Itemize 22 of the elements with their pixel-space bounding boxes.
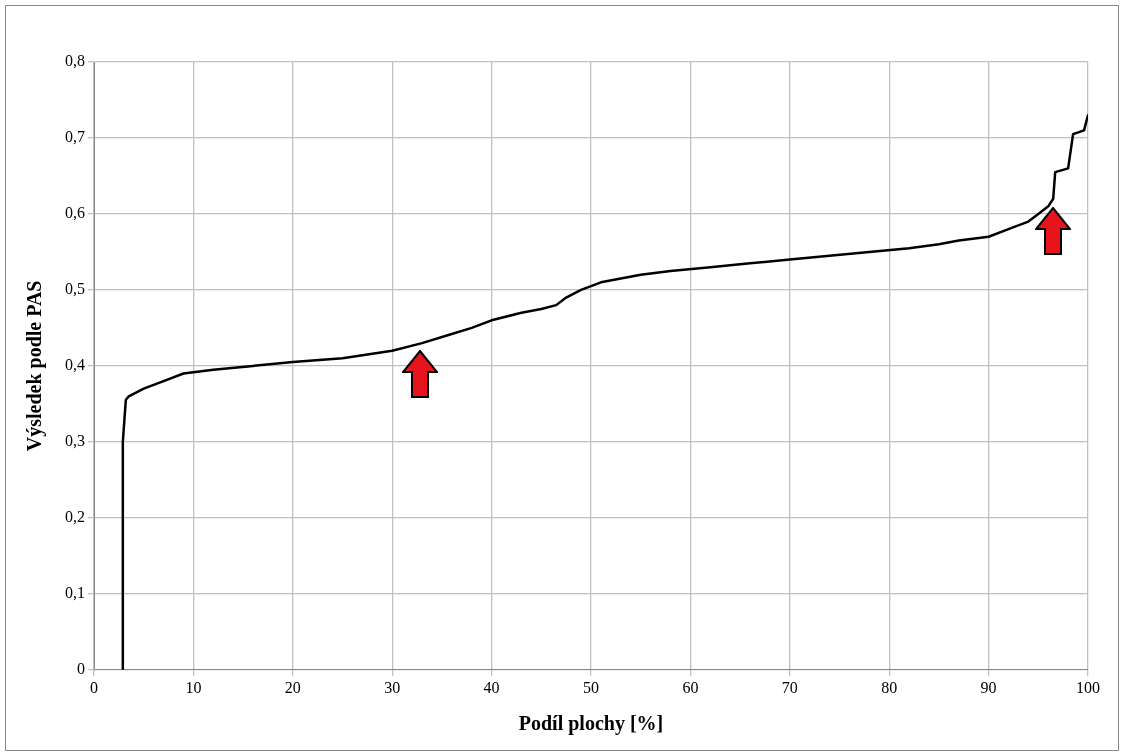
y-tick-label: 0,7 bbox=[65, 128, 85, 146]
x-tick-label: 50 bbox=[583, 678, 599, 696]
x-axis-title: Podíl plochy [%] bbox=[518, 712, 664, 736]
x-tick-label: 0 bbox=[90, 678, 98, 696]
y-tick-label: 0,8 bbox=[65, 52, 85, 70]
y-tick-label: 0,5 bbox=[65, 280, 85, 298]
x-tick-label: 30 bbox=[384, 678, 401, 696]
x-tick-label: 100 bbox=[1076, 678, 1100, 696]
y-tick-label: 0,6 bbox=[65, 204, 85, 222]
x-tick-label: 20 bbox=[284, 678, 301, 696]
y-tick-label: 0,3 bbox=[65, 432, 85, 450]
x-tick-label: 40 bbox=[483, 678, 500, 696]
x-tick-label: 60 bbox=[682, 678, 699, 696]
y-tick-label: 0 bbox=[77, 660, 85, 677]
x-tick-label: 90 bbox=[980, 678, 997, 696]
y-axis-title: Výsledek podle PAS bbox=[23, 280, 47, 452]
y-tick-label: 0,4 bbox=[65, 356, 85, 374]
x-tick-label: 70 bbox=[781, 678, 798, 696]
y-tick-label: 0,2 bbox=[65, 508, 85, 526]
x-tick-label: 80 bbox=[881, 678, 898, 696]
y-tick-label: 0,1 bbox=[65, 584, 85, 602]
x-tick-label: 10 bbox=[185, 678, 202, 696]
